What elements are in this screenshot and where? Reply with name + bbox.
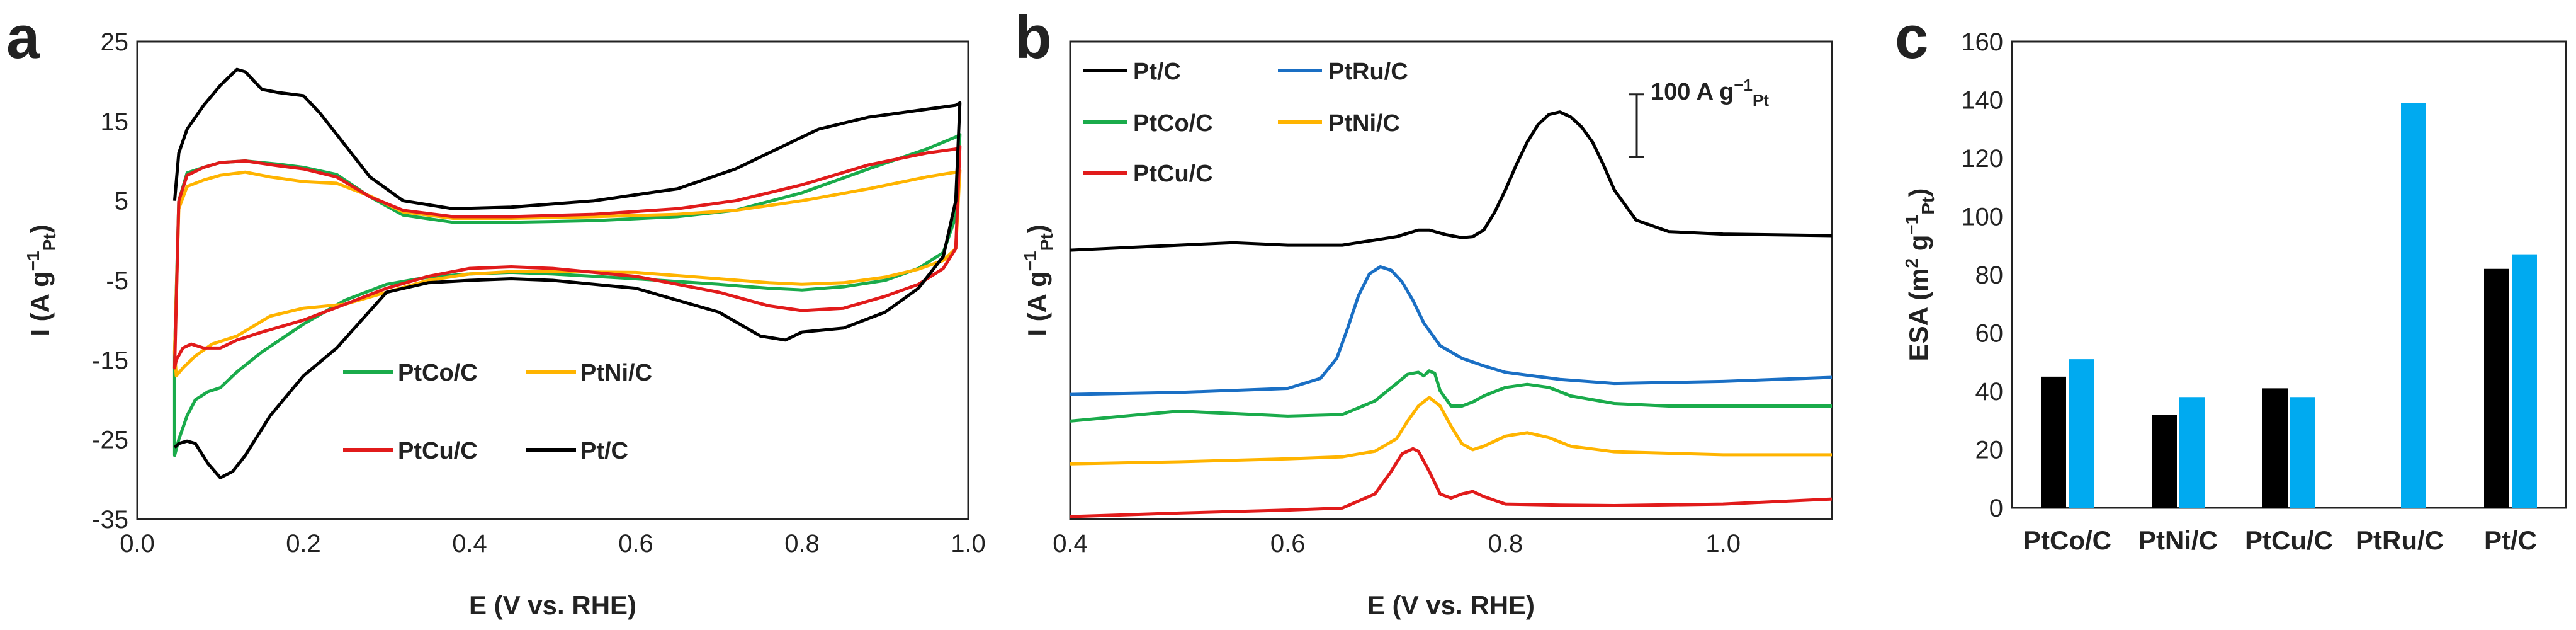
y-tick-label-c: 120 [1961,145,2003,173]
category-label-pt-c: Pt/C [2484,525,2537,555]
y-tick-label-c: 20 [1975,437,2004,464]
y-axis-label-a: I (A g−1Pt) [23,224,59,336]
y-tick-label-c: 100 [1961,203,2003,231]
legend-b: Pt/C PtRu/C PtCo/C PtNi/C PtCu/C [1083,59,1408,187]
x-tick-label-a: 0.6 [618,530,653,558]
legend-label-pt: Pt/C [580,438,628,464]
x-tick-label-b: 0.4 [1053,530,1088,558]
category-labels-c: PtCo/C PtNi/C PtCu/C PtRu/C Pt/C [2023,525,2537,555]
x-tick-label-a: 0.2 [286,530,321,558]
legend-label-ptcu: PtCu/C [398,438,478,464]
legend-label-b-ptco: PtCo/C [1133,110,1213,137]
x-axis-label-a: E (V vs. RHE) [469,590,636,620]
bar-ptcu-c-series-blue [2290,397,2315,508]
x-tick-labels-b: 0.4 0.6 0.8 1.0 [1053,530,1741,558]
series-line-b-pt-c [1070,110,1833,252]
series-line-b-ptni-c [1070,396,1832,466]
plot-frame-b [1069,40,1833,520]
bar-pt-c-series-blue [2512,254,2537,508]
x-tick-label-a: 0.8 [784,530,820,558]
x-tick-labels-a: 0.0 0.2 0.4 0.6 0.8 1.0 [120,530,986,558]
series-line-b-ptru-c [1070,265,1833,396]
series-line-a-pt-c [172,67,962,479]
y-tick-label-a: -15 [92,346,128,374]
y-tick-label-a: 25 [101,28,129,56]
bars-c [2041,103,2537,508]
legend-label-b-ptcu: PtCu/C [1133,161,1213,187]
panel-a: a -35 -25 -15 -5 5 15 25 0.0 0.2 0.4 0.6 0.8 1.0 E … [6,4,986,620]
y-tick-label-c: 140 [1961,87,2003,115]
bar-ptcu-c-series-black [2262,388,2288,508]
x-tick-label-b: 0.6 [1270,530,1306,558]
y-tick-label-a: -25 [92,427,128,454]
category-label-ptcu-c: PtCu/C [2245,525,2333,555]
panel-b: b 0.4 0.6 0.8 1.0 E (V vs. RHE) I (A g−1Pt)… [1015,4,1833,620]
legend-label-ptni: PtNi/C [580,360,652,386]
bar-ptco-c-series-black [2041,376,2066,508]
plot-frame-c [2011,40,2567,509]
y-tick-label-a: -35 [92,506,128,534]
y-tick-label-a: 15 [101,108,129,135]
bar-ptco-c-series-blue [2069,359,2094,508]
y-axis-label-b: I (A g−1Pt) [1020,224,1056,336]
legend-label-ptco: PtCo/C [398,360,478,386]
bar-pt-c-series-black [2484,268,2509,508]
x-tick-label-b: 0.8 [1488,530,1523,558]
category-label-ptni-c: PtNi/C [2138,525,2218,555]
bar-ptni-c-series-black [2152,415,2177,508]
y-tick-label-c: 80 [1975,261,2004,289]
series-line-a-ptcu-c [172,145,962,370]
legend-a: PtCo/C PtNi/C PtCu/C Pt/C [343,360,652,464]
legend-label-b-pt: Pt/C [1133,59,1181,85]
scale-bar: 100 A g−1Pt [1629,76,1769,159]
y-tick-label-c: 160 [1961,28,2003,56]
series-line-b-ptco-c [1070,369,1832,423]
y-tick-label-a: 5 [115,188,128,215]
curves-a [172,67,962,479]
panel-letter-a: a [6,4,40,71]
y-tick-label-a: -5 [106,267,128,295]
series-line-b-ptcu-c [1070,447,1833,518]
y-tick-label-c: 0 [1989,495,2003,522]
scale-bar-label: 100 A g−1Pt [1651,76,1769,110]
x-tick-label-a: 1.0 [951,530,986,558]
series-line-a-ptco-c [172,133,962,457]
y-tick-labels-a: -35 -25 -15 -5 5 15 25 [92,28,128,534]
x-tick-label-a: 0.4 [452,530,487,558]
plot-frame-a [136,40,969,520]
curves-b [1070,110,1833,518]
y-tick-labels-c: 0 20 40 60 80 100 120 140 160 [1961,28,2003,522]
x-tick-label-a: 0.0 [120,530,155,558]
series-line-a-ptni-c [172,169,962,378]
y-tick-label-c: 40 [1975,378,2004,406]
y-axis-label-c: ESA (m2 g−1Pt) [1902,188,1938,362]
bar-ptni-c-series-blue [2179,397,2205,508]
legend-label-b-ptni: PtNi/C [1328,110,1400,137]
y-tick-label-c: 60 [1975,320,2004,348]
panel-letter-b: b [1015,4,1052,71]
category-label-ptco-c: PtCo/C [2023,525,2111,555]
bar-ptru-c-series-blue [2401,103,2426,508]
legend-label-b-ptru: PtRu/C [1328,59,1408,85]
category-label-ptru-c: PtRu/C [2356,525,2444,555]
panel-letter-c: c [1895,4,1928,71]
panel-c: c 0 20 40 60 80 100 120 140 160 PtCo/C PtNi/C PtCu… [1895,4,2567,555]
x-tick-label-b: 1.0 [1705,530,1741,558]
x-axis-label-b: E (V vs. RHE) [1367,590,1535,620]
